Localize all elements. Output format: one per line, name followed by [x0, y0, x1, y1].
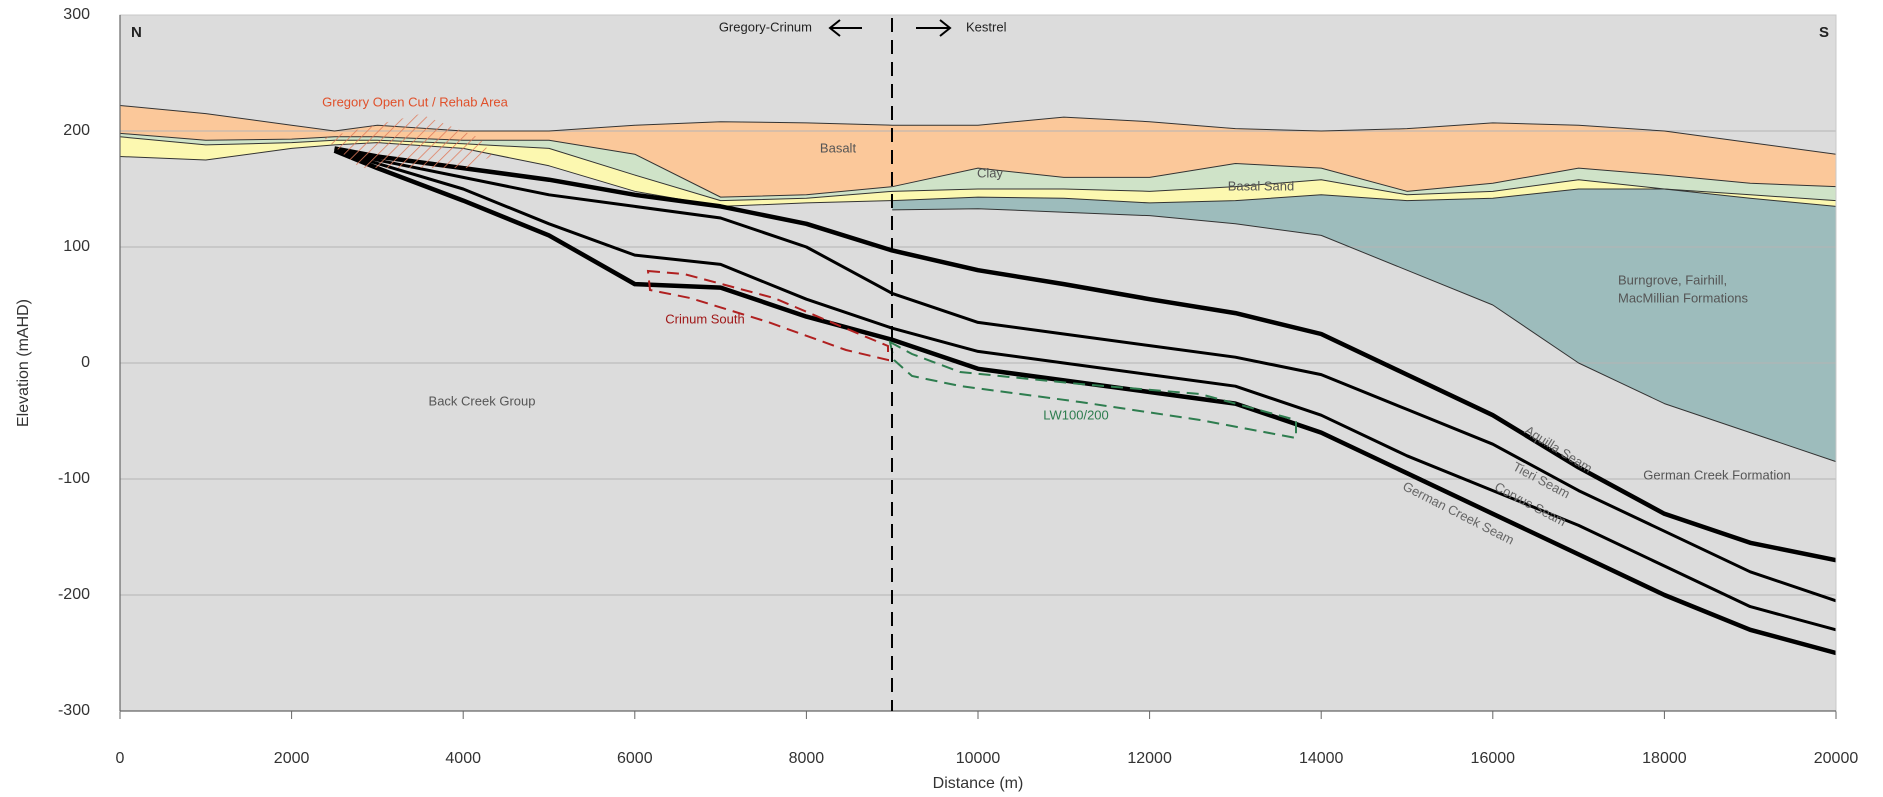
crinum-label: Crinum South [665, 311, 744, 326]
y-tick-label: -300 [58, 702, 90, 719]
x-tick-label: 8000 [789, 750, 825, 767]
x-axis-title: Distance (m) [933, 775, 1024, 792]
x-tick-label: 6000 [617, 750, 653, 767]
layer-label: Burngrove, Fairhill, [1618, 272, 1727, 287]
x-tick-label: 2000 [274, 750, 310, 767]
layer-label: Basalt [820, 140, 857, 155]
x-tick-label: 12000 [1127, 750, 1172, 767]
layer-label: Clay [977, 165, 1004, 180]
formation-label: German Creek Formation [1643, 467, 1790, 482]
layer-label: Basal Sand [1228, 178, 1295, 193]
x-tick-label: 18000 [1642, 750, 1687, 767]
y-tick-label: 0 [81, 354, 90, 371]
south-label: S [1819, 24, 1829, 41]
y-axis-title: Elevation (mAHD) [15, 299, 32, 427]
open-cut-label: Gregory Open Cut / Rehab Area [322, 94, 508, 109]
plot-area [120, 15, 1836, 719]
x-tick-label: 10000 [956, 750, 1001, 767]
background-label: Back Creek Group [429, 393, 536, 408]
y-tick-label: -100 [58, 470, 90, 487]
y-tick-label: 300 [63, 6, 90, 23]
y-tick-label: 200 [63, 122, 90, 139]
x-tick-label: 14000 [1299, 750, 1344, 767]
x-tick-label: 16000 [1471, 750, 1516, 767]
x-tick-label: 0 [116, 750, 125, 767]
north-label: N [131, 24, 142, 41]
y-tick-label: -200 [58, 586, 90, 603]
x-tick-label: 4000 [445, 750, 481, 767]
chart: N S Gregory-Crinum Kestrel Gregory Open … [0, 0, 1883, 797]
x-tick-label: 20000 [1814, 750, 1859, 767]
right-mine-label: Kestrel [966, 19, 1007, 34]
longwall-label: LW100/200 [1043, 407, 1109, 422]
layer-label: MacMillian Formations [1618, 290, 1749, 305]
y-tick-label: 100 [63, 238, 90, 255]
left-mine-label: Gregory-Crinum [719, 19, 812, 34]
